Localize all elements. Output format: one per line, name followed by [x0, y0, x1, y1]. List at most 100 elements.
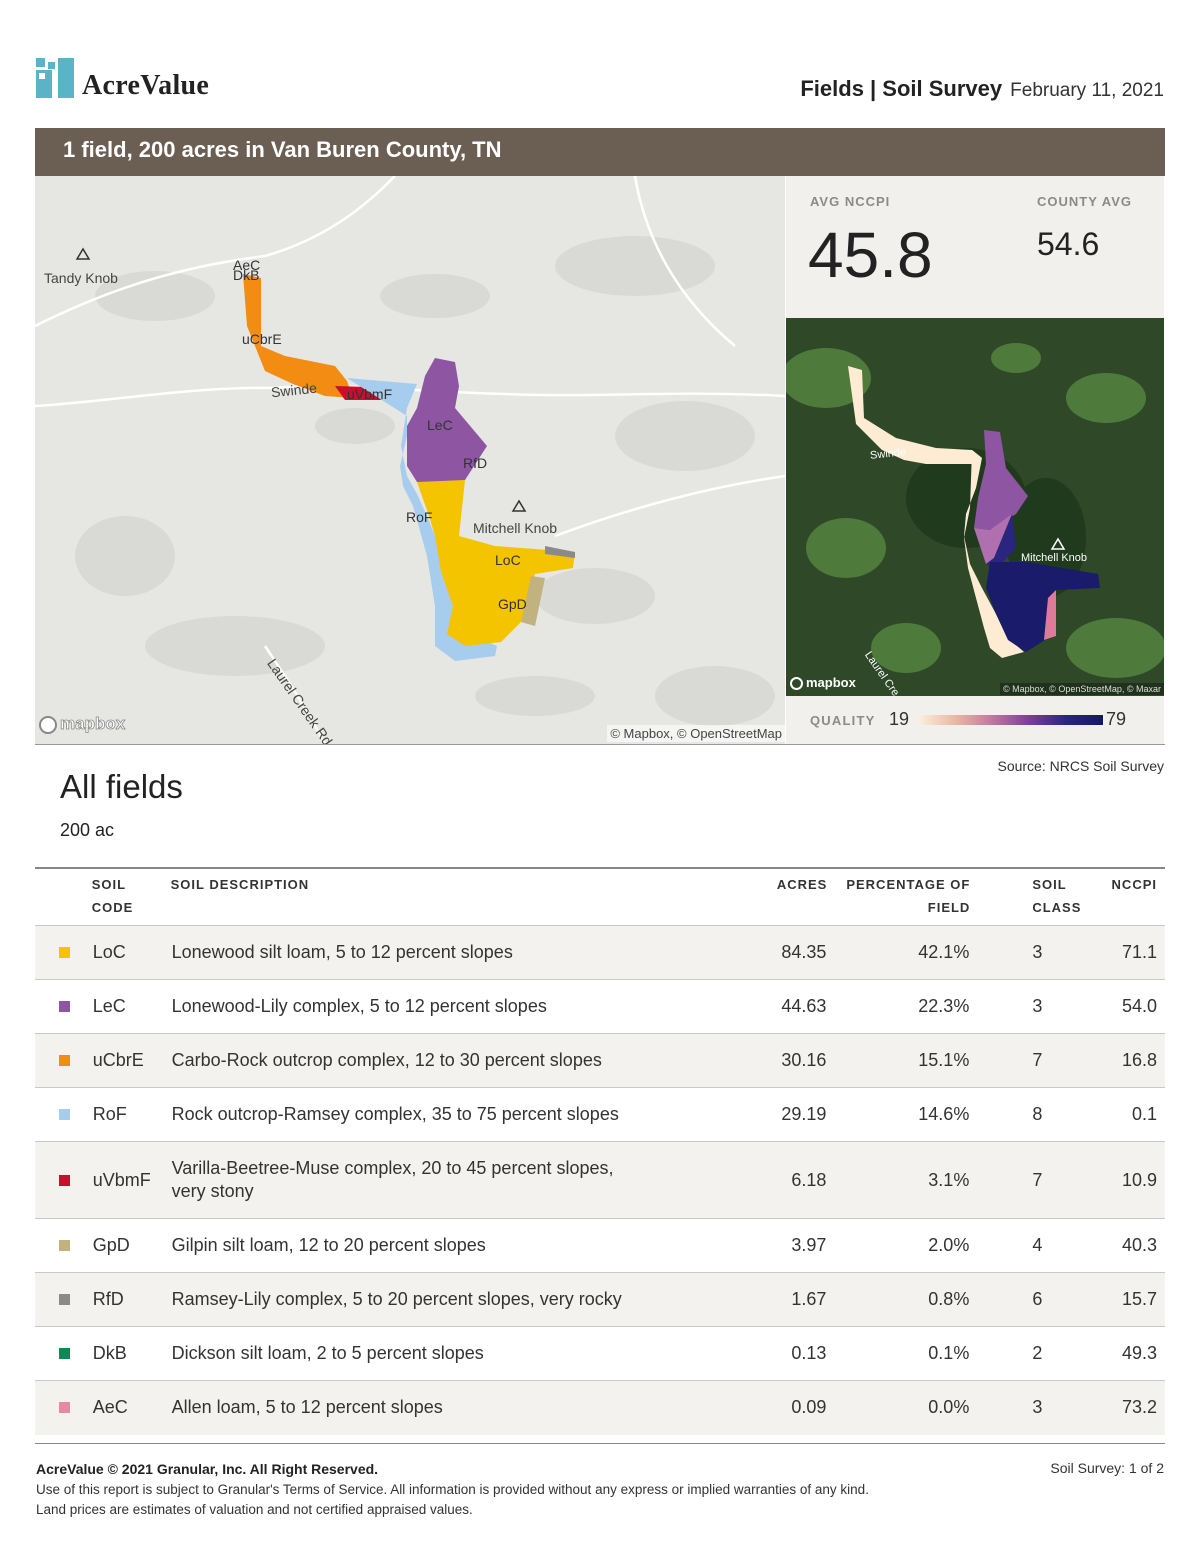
soil-class: 2 [970, 1326, 1112, 1381]
soil-color-swatch [35, 1141, 92, 1219]
quality-label: QUALITY [810, 713, 876, 728]
soil-code: uCbrE [91, 1033, 171, 1088]
col-percentage: PERCENTAGE OF FIELD [846, 877, 971, 915]
soil-class: 7 [970, 1141, 1112, 1219]
soil-nccpi: 73.2 [1111, 1380, 1165, 1435]
soil-color-swatch [35, 1380, 92, 1435]
quality-legend: QUALITY 19 79 [786, 696, 1164, 744]
soil-class: 4 [970, 1218, 1112, 1273]
divider [35, 867, 1165, 869]
table-row: uVbmF Varilla-Beetree-Muse complex, 20 to… [35, 1141, 1165, 1219]
soil-color-swatch [35, 1218, 92, 1273]
soil-nccpi: 71.1 [1111, 925, 1165, 980]
soil-acres: 30.16 [728, 1033, 828, 1088]
soil-description: Rock outcrop-Ramsey complex, 35 to 75 pe… [170, 1087, 729, 1142]
avg-nccpi-label: AVG NCCPI [810, 194, 891, 209]
soil-code: LeC [91, 979, 171, 1034]
col-acres: ACRES [776, 877, 828, 892]
soil-acres: 0.09 [728, 1380, 828, 1435]
soil-table: SOIL CODE SOIL DESCRIPTION ACRES PERCENT… [35, 869, 1165, 1435]
page-number: Soil Survey: 1 of 2 [1050, 1460, 1164, 1476]
soil-color-swatch [35, 1272, 92, 1327]
brand-name: AcreValue [82, 70, 210, 101]
soil-swatch [59, 1055, 70, 1066]
soil-nccpi: 49.3 [1111, 1326, 1165, 1381]
map-attribution[interactable]: © Mapbox, © OpenStreetMap, © Maxar [1000, 683, 1164, 695]
footer-copyright: AcreValue © 2021 Granular, Inc. All Righ… [36, 1461, 379, 1477]
soil-swatch [59, 1174, 70, 1186]
soil-acres: 3.97 [728, 1218, 828, 1273]
soil-color-swatch [35, 1033, 92, 1088]
soil-map-graphic [35, 176, 785, 744]
soil-label: AeC [233, 257, 261, 273]
soil-description: Dickson silt loam, 2 to 5 percent slopes [170, 1326, 729, 1381]
col-soil-description: SOIL DESCRIPTION [170, 877, 310, 892]
section-acres: 200 ac [60, 820, 115, 840]
report-date: February 11, 2021 [1010, 80, 1164, 101]
soil-nccpi: 40.3 [1111, 1218, 1165, 1273]
soil-description: Gilpin silt loam, 12 to 20 percent slope… [170, 1218, 729, 1273]
county-avg-value: 54.6 [1037, 226, 1100, 262]
soil-class: 3 [970, 979, 1112, 1034]
soil-swatch [59, 1240, 70, 1251]
quality-min: 19 [889, 709, 910, 729]
soil-label: RoF [406, 509, 433, 525]
section-title: All fields [60, 768, 183, 805]
soil-code: LoC [91, 925, 171, 980]
satellite-map-graphic [786, 318, 1164, 696]
soil-color-swatch [35, 925, 92, 980]
satellite-quality-map[interactable]: Mitchell Knob Swinde Laurel Cre mapbox ©… [786, 318, 1164, 696]
soil-class: 3 [970, 1380, 1112, 1435]
footer-disclaimer-line: Land prices are estimates of valuation a… [36, 1502, 473, 1517]
soil-acres: 84.35 [728, 925, 828, 980]
soil-nccpi: 10.9 [1111, 1141, 1165, 1219]
soil-percentage: 15.1% [827, 1033, 971, 1088]
soil-class: 6 [970, 1272, 1112, 1327]
soil-swatch [59, 947, 70, 958]
soil-acres: 29.19 [728, 1087, 828, 1142]
place-label: Tandy Knob [44, 270, 118, 286]
soil-swatch [59, 1001, 70, 1012]
place-label: Mitchell Knob [473, 520, 558, 536]
field-summary-banner: 1 field, 200 acres in Van Buren County, … [35, 128, 1165, 176]
quality-gradient-bar [918, 715, 1103, 725]
map-attribution[interactable]: © Mapbox, © OpenStreetMap [607, 725, 785, 742]
table-row: DkB Dickson silt loam, 2 to 5 percent slo… [35, 1326, 1165, 1381]
soil-code: uVbmF [91, 1141, 171, 1219]
soil-nccpi: 15.7 [1111, 1272, 1165, 1327]
mapbox-logo-icon[interactable]: mapbox [39, 714, 126, 734]
soil-swatch [59, 1348, 70, 1359]
table-row: AeC Allen loam, 5 to 12 percent slopes 0.0… [35, 1380, 1165, 1435]
table-row: LoC Lonewood silt loam, 5 to 12 percent s… [35, 925, 1165, 980]
col-soil-code: SOIL CODE [91, 877, 134, 915]
soil-description: Lonewood-Lily complex, 5 to 12 percent s… [170, 979, 729, 1034]
soil-swatch [59, 1294, 70, 1305]
col-soil-class: SOIL CLASS [1032, 877, 1082, 915]
mapbox-logo-icon[interactable]: mapbox [790, 675, 856, 691]
soil-percentage: 0.8% [827, 1272, 971, 1327]
soil-label: uCbrE [242, 331, 282, 347]
data-source: Source: NRCS Soil Survey [997, 758, 1164, 774]
soil-class: 8 [970, 1087, 1112, 1142]
col-nccpi: NCCPI [1111, 877, 1157, 892]
soil-label: GpD [498, 596, 527, 612]
soil-color-swatch [35, 1087, 92, 1142]
soil-label: DkB [233, 267, 260, 283]
soil-class: 7 [970, 1033, 1112, 1088]
soil-class: 3 [970, 925, 1112, 980]
table-row: LeC Lonewood-Lily complex, 5 to 12 percen… [35, 979, 1165, 1034]
soil-map[interactable]: Tandy Knob Mitchell Knob Swinde Laurel C… [35, 176, 785, 744]
soil-percentage: 14.6% [827, 1087, 971, 1142]
avg-nccpi-value: 45.8 [808, 219, 933, 291]
soil-description: Allen loam, 5 to 12 percent slopes [170, 1380, 729, 1435]
acrevalue-logo-icon [36, 58, 74, 98]
footer-divider [35, 1443, 1165, 1444]
table-row: uCbrE Carbo-Rock outcrop complex, 12 to 3… [35, 1033, 1165, 1088]
soil-percentage: 0.0% [827, 1380, 971, 1435]
soil-swatch [59, 1109, 70, 1120]
county-avg-label: COUNTY AVG [1037, 194, 1132, 209]
place-label: Mitchell Knob [1021, 552, 1088, 564]
soil-code: RoF [91, 1087, 171, 1142]
soil-label: RfD [463, 455, 488, 471]
divider [35, 744, 1165, 745]
